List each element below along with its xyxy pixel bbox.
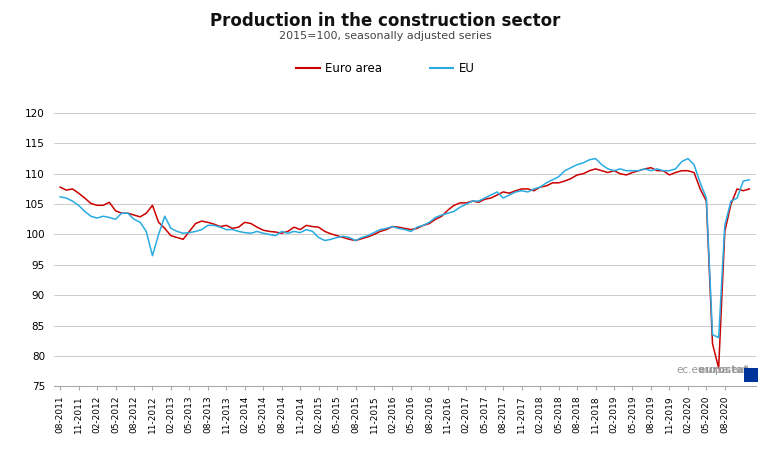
EU [634,168,643,173]
Euro area [646,165,655,171]
Euro area [56,184,65,190]
Legend: Euro area, EU: Euro area, EU [296,63,475,75]
Euro area [277,230,286,236]
EU [74,203,83,208]
EU [745,177,754,183]
EU [702,195,711,201]
EU [714,335,723,341]
Euro area [74,190,83,196]
Euro area [573,172,582,178]
EU [573,162,582,168]
Euro area [714,365,723,371]
Text: 2015=100, seasonally adjusted series: 2015=100, seasonally adjusted series [279,31,492,41]
Text: eurostat: eurostat [633,365,749,375]
Euro area [745,186,754,192]
Text: ec.europa.eu/: ec.europa.eu/ [677,365,749,375]
EU [277,228,286,234]
EU [591,156,600,162]
Line: EU: EU [60,159,749,338]
Euro area [702,198,711,204]
EU [56,194,65,200]
Euro area [628,170,637,175]
Line: Euro area: Euro area [60,168,749,368]
EU [80,209,89,214]
Text: Production in the construction sector: Production in the construction sector [210,12,561,30]
Euro area [80,195,89,201]
